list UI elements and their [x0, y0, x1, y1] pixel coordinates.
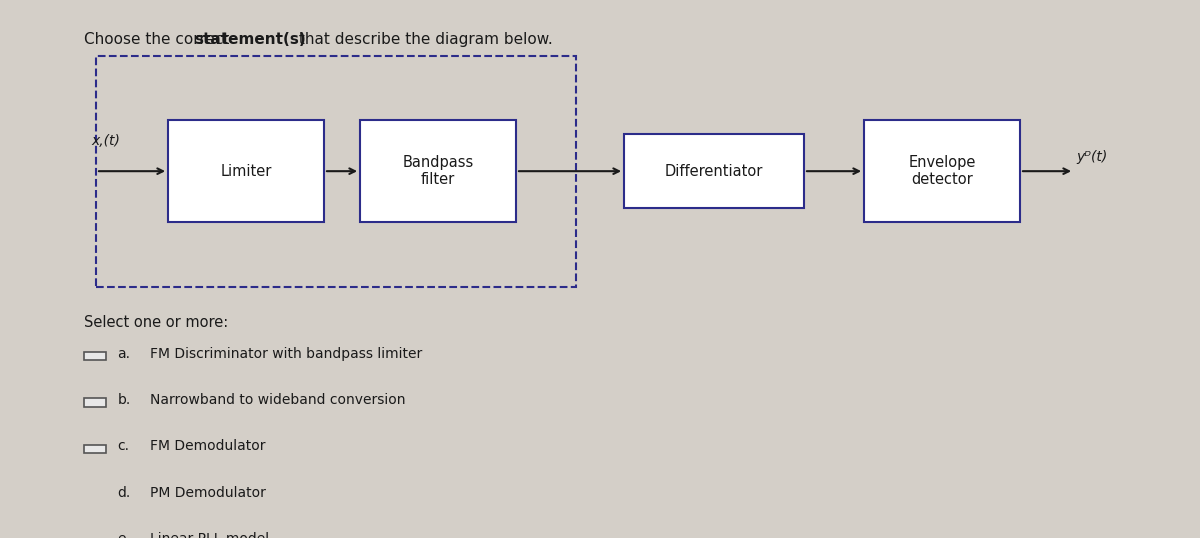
- Bar: [624, 134, 804, 208]
- Bar: [864, 121, 1020, 222]
- Text: PM Demodulator: PM Demodulator: [150, 486, 266, 500]
- Text: Limiter: Limiter: [221, 164, 271, 179]
- Text: c.: c.: [118, 440, 130, 454]
- Text: Narrowband to wideband conversion: Narrowband to wideband conversion: [150, 393, 406, 407]
- Bar: [84, 444, 106, 453]
- Bar: [168, 121, 324, 222]
- Bar: [84, 352, 106, 360]
- Text: Differentiator: Differentiator: [665, 164, 763, 179]
- Bar: [84, 491, 106, 499]
- Text: Linear PLL model: Linear PLL model: [150, 532, 269, 538]
- Bar: [84, 537, 106, 538]
- Text: x,(t): x,(t): [91, 134, 120, 148]
- Text: Choose the correct: Choose the correct: [84, 32, 234, 47]
- Text: Select one or more:: Select one or more:: [84, 315, 228, 330]
- Text: a.: a.: [118, 347, 131, 361]
- Text: that describe the diagram below.: that describe the diagram below.: [294, 32, 553, 47]
- Bar: [360, 121, 516, 222]
- Text: yᴰ(t): yᴰ(t): [1076, 150, 1108, 164]
- Text: Bandpass
filter: Bandpass filter: [402, 155, 474, 187]
- Bar: [84, 398, 106, 407]
- Text: b.: b.: [118, 393, 131, 407]
- Bar: [96, 55, 576, 287]
- Text: statement(s): statement(s): [194, 32, 306, 47]
- Text: e.: e.: [118, 532, 131, 538]
- Text: FM Discriminator with bandpass limiter: FM Discriminator with bandpass limiter: [150, 347, 422, 361]
- Text: Envelope
detector: Envelope detector: [908, 155, 976, 187]
- Text: FM Demodulator: FM Demodulator: [150, 440, 265, 454]
- Text: d.: d.: [118, 486, 131, 500]
